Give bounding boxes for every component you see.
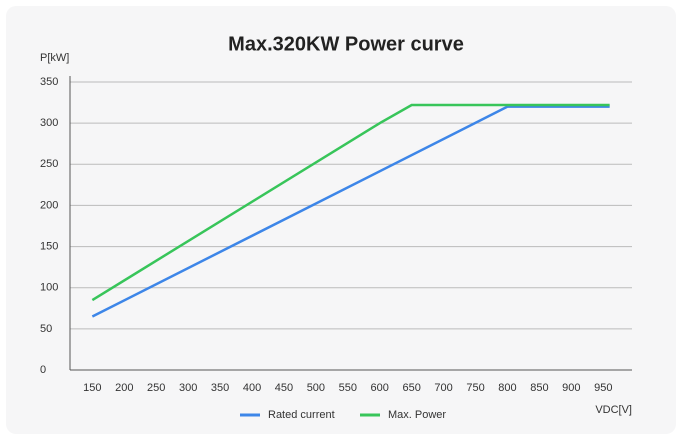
x-tick-label: 550 bbox=[339, 382, 357, 394]
x-tick-label: 850 bbox=[530, 382, 548, 394]
series-line bbox=[91, 105, 610, 318]
y-tick-label: 0 bbox=[40, 364, 46, 376]
x-tick-label: 450 bbox=[275, 382, 293, 394]
x-tick-label: 300 bbox=[179, 382, 197, 394]
x-axis-label: VDC[V] bbox=[595, 404, 632, 416]
y-tick-label: 300 bbox=[40, 117, 58, 129]
x-tick-label: 350 bbox=[211, 382, 229, 394]
series-line bbox=[91, 103, 610, 302]
x-tick-label: 150 bbox=[83, 382, 101, 394]
x-tick-label: 200 bbox=[115, 382, 133, 394]
x-tick-label: 650 bbox=[402, 382, 420, 394]
y-tick-label: 50 bbox=[40, 323, 52, 335]
x-tick-label: 500 bbox=[307, 382, 325, 394]
x-tick-label: 400 bbox=[243, 382, 261, 394]
y-tick-label: 350 bbox=[40, 76, 58, 88]
legend-label: Rated current bbox=[268, 409, 335, 421]
y-tick-label: 100 bbox=[40, 282, 58, 294]
chart-title: Max.320KW Power curve bbox=[228, 33, 464, 55]
y-tick-label: 250 bbox=[40, 158, 58, 170]
x-tick-label: 250 bbox=[147, 382, 165, 394]
y-tick-label: 150 bbox=[40, 240, 58, 252]
x-tick-label: 700 bbox=[434, 382, 452, 394]
y-axis-label: P[kW] bbox=[40, 52, 69, 64]
x-tick-label: 800 bbox=[498, 382, 516, 394]
card bbox=[6, 6, 676, 434]
x-tick-label: 750 bbox=[466, 382, 484, 394]
x-tick-label: 950 bbox=[594, 382, 612, 394]
legend-label: Max. Power bbox=[388, 409, 446, 421]
y-tick-label: 200 bbox=[40, 199, 58, 211]
x-tick-label: 600 bbox=[371, 382, 389, 394]
x-tick-label: 900 bbox=[562, 382, 580, 394]
